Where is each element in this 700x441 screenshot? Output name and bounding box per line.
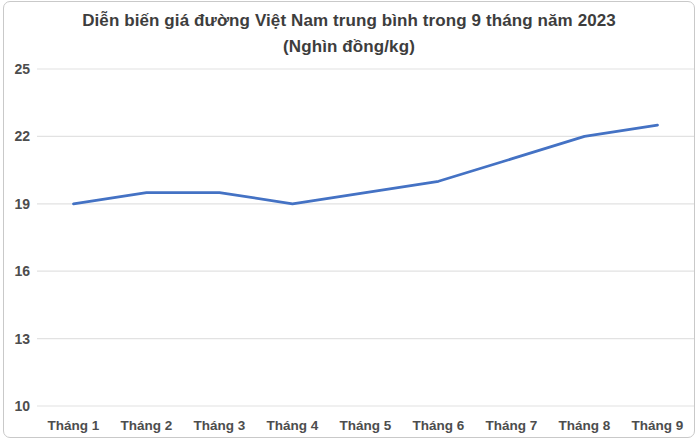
x-axis-tick-label: Tháng 7: [486, 418, 538, 433]
y-axis-tick-label: 22: [14, 128, 30, 144]
y-axis-tick-label: 10: [14, 398, 30, 414]
x-axis-tick-label: Tháng 2: [121, 418, 173, 433]
y-axis-tick-label: 25: [14, 61, 30, 77]
x-axis-tick-label: Tháng 8: [559, 418, 611, 433]
x-axis-tick-label: Tháng 5: [340, 418, 392, 433]
y-axis-tick-label: 13: [14, 331, 30, 347]
x-axis-tick-label: Tháng 6: [413, 418, 465, 433]
x-axis-tick-label: Tháng 3: [194, 418, 246, 433]
sugar-price-line-chart: 10 13 16 19 22 25 Tháng 1 Tháng 2 Tháng 3 Tháng 4…: [0, 0, 700, 441]
y-axis-tick-label: 16: [14, 263, 30, 279]
x-axis-tick-label: Tháng 1: [48, 418, 100, 433]
y-axis-tick-label: 19: [14, 196, 30, 212]
x-axis-tick-label: Tháng 9: [632, 418, 684, 433]
x-axis-tick-label: Tháng 4: [267, 418, 319, 433]
